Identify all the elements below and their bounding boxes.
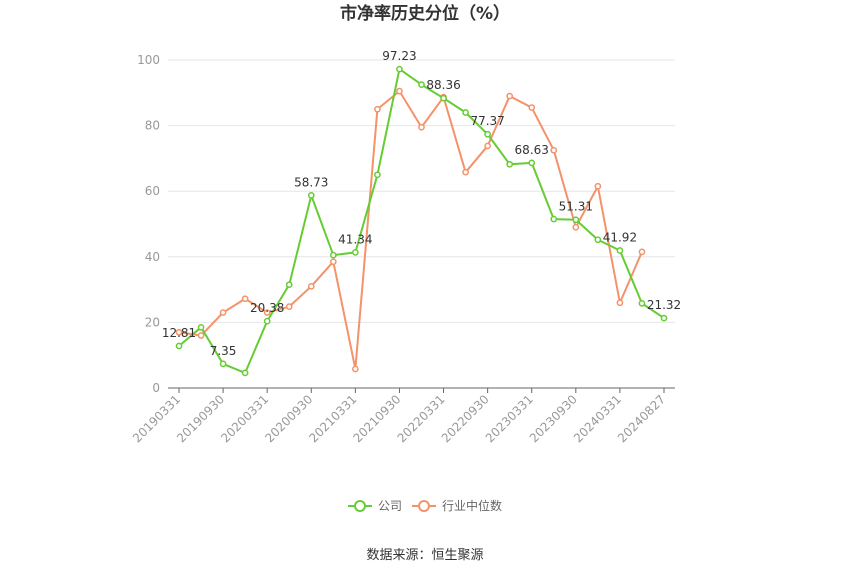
series-line-company (178, 68, 665, 374)
point-company (418, 81, 425, 88)
point-industry (418, 123, 425, 131)
data-label: 97.23 (382, 49, 416, 63)
y-tick-label: 40 (145, 250, 160, 264)
data-label: 88.36 (426, 78, 460, 92)
y-tick-label: 0 (152, 381, 160, 395)
point-company (440, 94, 447, 102)
point-industry (329, 258, 337, 266)
point-industry (263, 309, 271, 316)
point-company (660, 314, 668, 322)
data-labels: 12.81 7.35 20.38 58.73 41.34 97.23 88.36 77.37 6… (162, 49, 681, 358)
point-industry (594, 182, 602, 190)
point-industry (638, 248, 646, 256)
point-industry (374, 105, 381, 113)
point-company (572, 216, 580, 224)
y-tick-label: 80 (145, 119, 160, 133)
point-company (197, 323, 205, 331)
y-tick-label: 100 (137, 53, 160, 67)
point-company (175, 342, 183, 350)
point-company (638, 300, 646, 307)
point-company (219, 360, 227, 368)
legend: 公司 行业中位数 (348, 498, 502, 513)
point-industry (550, 146, 558, 154)
x-tick-label: 20240827 (615, 392, 668, 445)
point-industry (241, 295, 249, 303)
gridlines (168, 59, 675, 323)
data-label: 51.31 (559, 200, 593, 214)
point-company (263, 317, 271, 325)
point-industry (484, 142, 491, 150)
legend-item-industry[interactable]: 行业中位数 (412, 498, 502, 513)
point-industry (307, 282, 315, 290)
point-industry (462, 168, 469, 176)
y-tick-label: 20 (145, 315, 160, 329)
point-industry (506, 92, 514, 100)
data-label: 20.38 (250, 301, 284, 315)
data-label: 7.35 (210, 344, 237, 358)
y-axis: 0 20 40 60 80 100 (137, 53, 160, 395)
point-industry (175, 328, 183, 336)
data-label: 68.63 (515, 143, 549, 157)
point-company (616, 247, 624, 254)
point-industry (285, 303, 293, 311)
point-company (352, 249, 359, 256)
data-label: 58.73 (294, 175, 328, 189)
data-label: 77.37 (470, 114, 504, 128)
point-company (506, 160, 514, 168)
data-label: 41.34 (338, 232, 372, 246)
data-label: 41.92 (603, 231, 637, 245)
point-industry (197, 332, 205, 339)
point-company (528, 159, 536, 167)
y-tick-label: 60 (145, 184, 160, 198)
point-industry (396, 87, 403, 95)
point-company (462, 109, 469, 116)
legend-label-industry: 行业中位数 (442, 498, 502, 513)
series-group (175, 65, 668, 377)
point-industry (616, 299, 624, 307)
point-industry (219, 309, 227, 316)
x-axis: 2019033120190930202003312020093020210331… (130, 387, 675, 445)
data-label: 12.81 (162, 326, 196, 340)
point-company (594, 236, 602, 244)
point-company (374, 171, 381, 179)
point-company (396, 65, 403, 73)
legend-item-company[interactable]: 公司 (348, 499, 402, 513)
source-note: 数据来源：恒生聚源 (366, 548, 483, 563)
series-line-industry (178, 90, 643, 370)
point-industry (352, 365, 359, 373)
point-company (307, 192, 315, 199)
chart-title: 市净率历史分位（%） (340, 3, 510, 24)
data-label: 21.32 (647, 298, 681, 312)
legend-label-company: 公司 (378, 499, 402, 513)
point-industry (572, 223, 580, 231)
legend-marker-company (354, 500, 366, 512)
point-company (550, 215, 558, 223)
point-company (484, 130, 491, 138)
legend-marker-industry (418, 500, 430, 512)
point-company (241, 369, 249, 377)
point-company (329, 251, 337, 259)
point-industry (528, 104, 536, 111)
point-company (285, 281, 293, 289)
